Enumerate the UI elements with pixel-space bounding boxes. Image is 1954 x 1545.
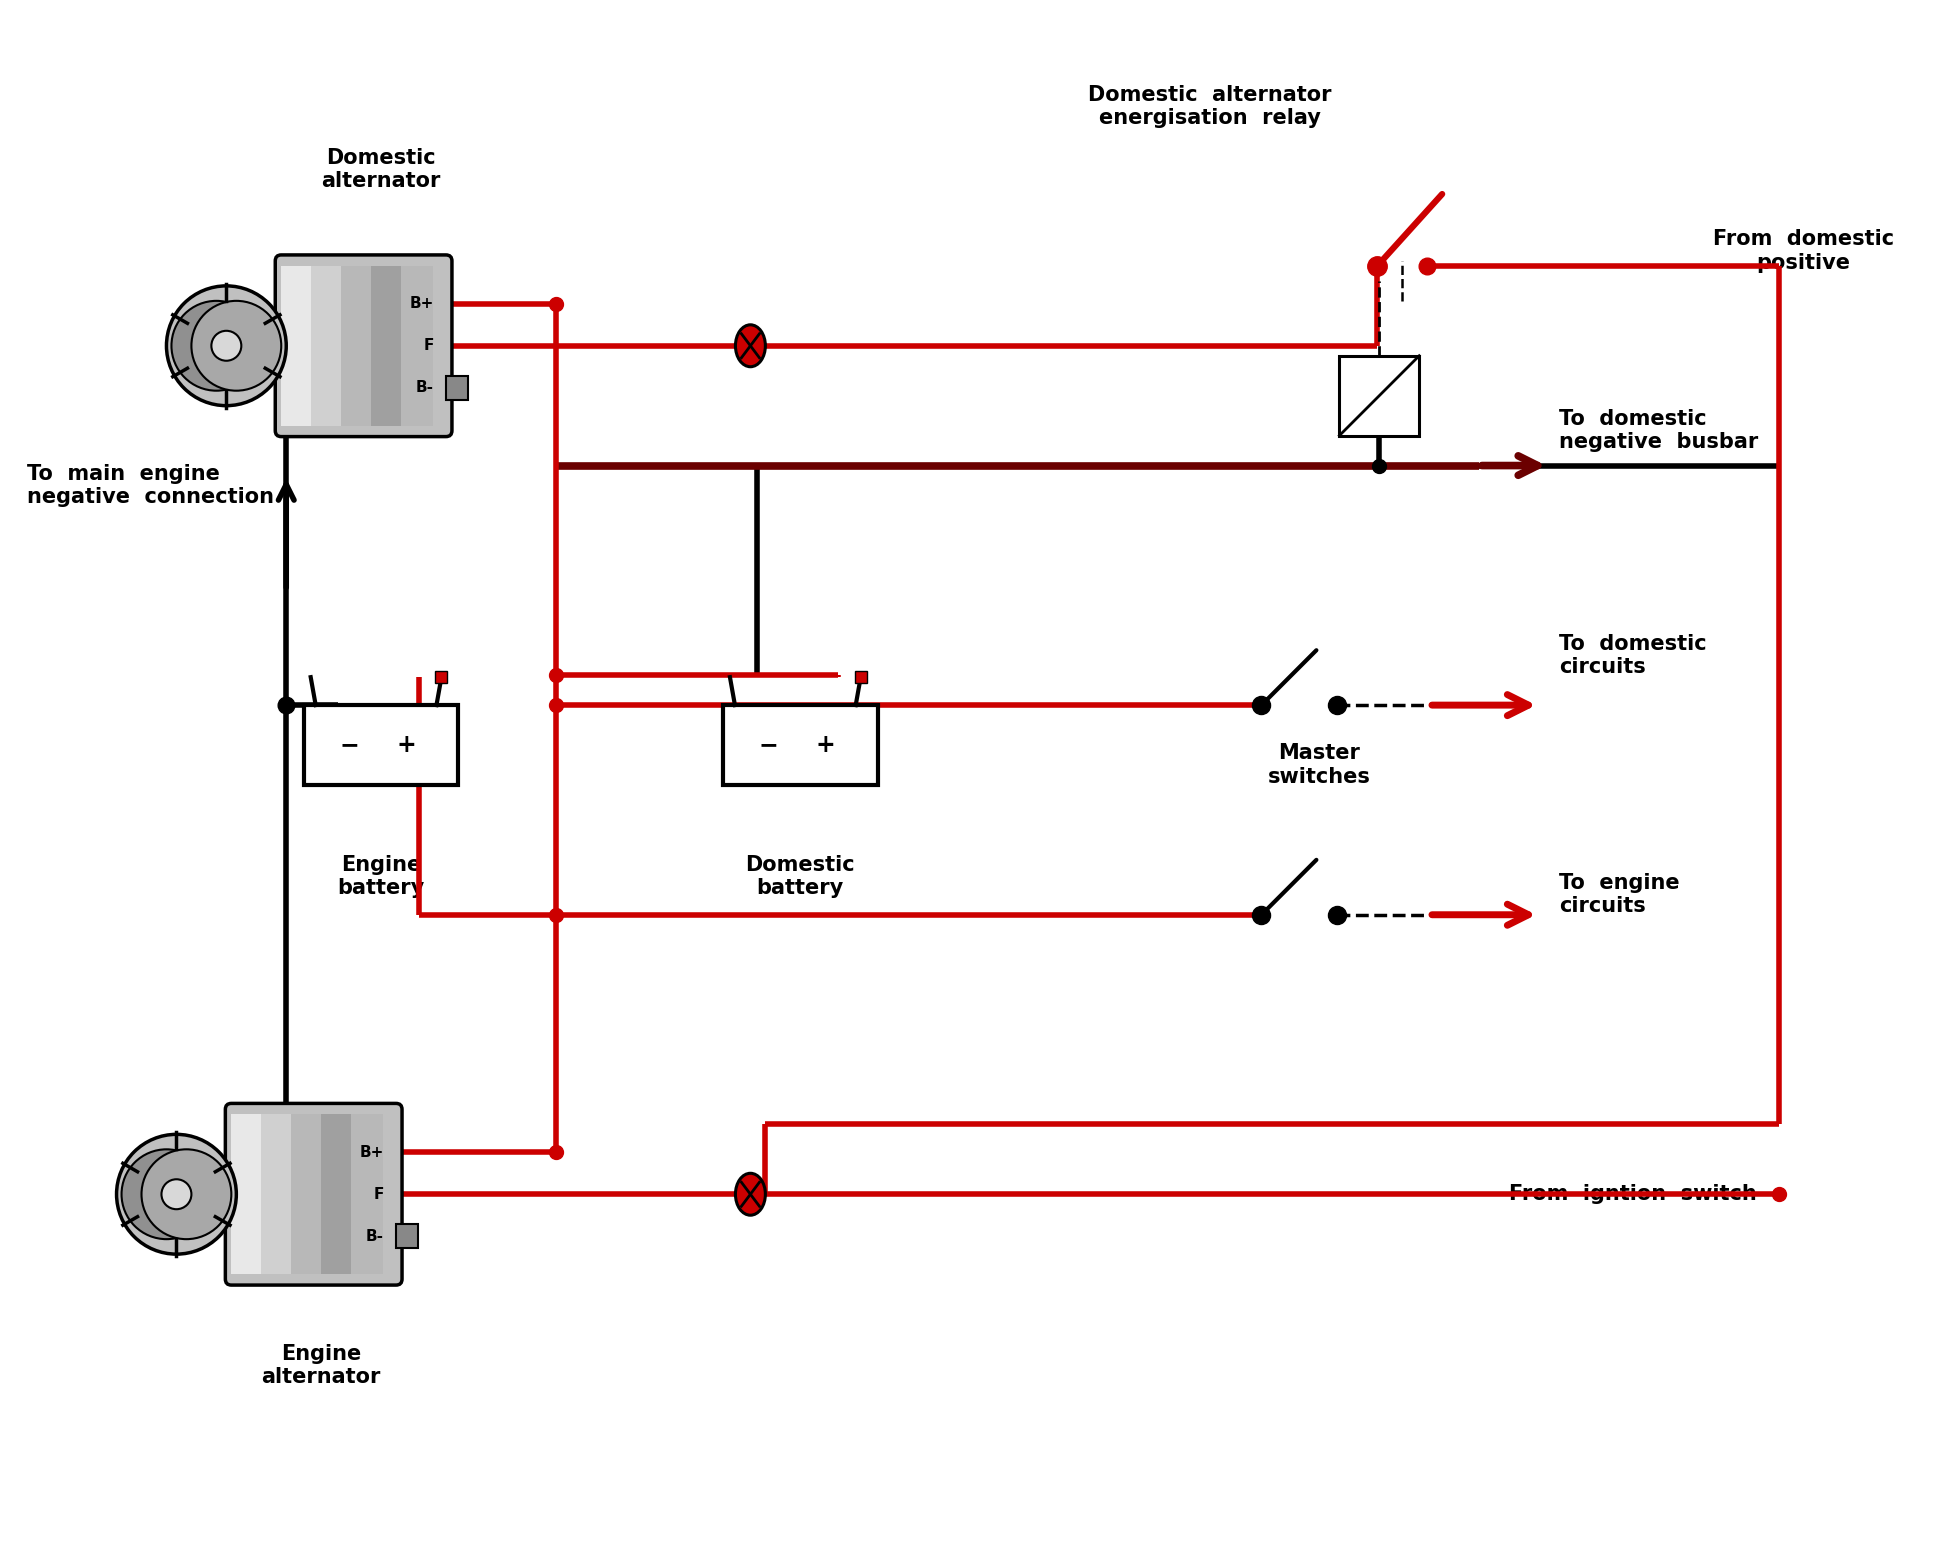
- Text: From  domestic
positive: From domestic positive: [1714, 229, 1893, 272]
- Bar: [320, 1114, 354, 1275]
- Text: B-: B-: [416, 380, 434, 396]
- Bar: [342, 266, 373, 425]
- Text: −: −: [758, 732, 778, 757]
- Ellipse shape: [735, 324, 766, 366]
- Circle shape: [172, 301, 262, 391]
- Bar: [291, 1114, 322, 1275]
- Circle shape: [191, 301, 281, 391]
- Bar: [723, 705, 877, 785]
- Text: +: +: [815, 732, 834, 757]
- Circle shape: [121, 1149, 211, 1239]
- Text: To  main  engine
negative  connection: To main engine negative connection: [27, 464, 274, 507]
- Bar: [231, 1114, 264, 1275]
- Text: Domestic
alternator: Domestic alternator: [320, 148, 442, 192]
- Circle shape: [162, 1179, 191, 1210]
- Bar: [303, 705, 459, 785]
- Bar: [397, 1224, 418, 1248]
- Circle shape: [211, 331, 242, 360]
- Bar: [1338, 355, 1419, 436]
- Text: To  domestic
circuits: To domestic circuits: [1559, 633, 1706, 677]
- Text: To  domestic
negative  busbar: To domestic negative busbar: [1559, 409, 1759, 453]
- Bar: [262, 1114, 293, 1275]
- FancyBboxPatch shape: [276, 255, 451, 437]
- Text: −: −: [340, 732, 360, 757]
- Text: From  igntion  switch: From igntion switch: [1508, 1183, 1757, 1204]
- Text: Domestic  alternator
energisation  relay: Domestic alternator energisation relay: [1088, 85, 1331, 128]
- FancyBboxPatch shape: [225, 1103, 403, 1285]
- Bar: [352, 1114, 383, 1275]
- Text: +: +: [397, 732, 416, 757]
- Ellipse shape: [735, 1173, 766, 1216]
- Bar: [446, 375, 467, 400]
- Bar: [401, 266, 434, 425]
- Circle shape: [141, 1149, 231, 1239]
- Text: Domestic
battery: Domestic battery: [746, 854, 856, 898]
- Bar: [371, 266, 403, 425]
- Text: To  engine
circuits: To engine circuits: [1559, 873, 1680, 916]
- Bar: [281, 266, 313, 425]
- Text: Master
switches: Master switches: [1268, 743, 1372, 786]
- Text: B+: B+: [410, 297, 434, 312]
- Text: F: F: [373, 1187, 385, 1202]
- Text: Engine
battery: Engine battery: [338, 854, 424, 898]
- Text: F: F: [424, 338, 434, 354]
- Circle shape: [117, 1134, 236, 1255]
- Bar: [311, 266, 344, 425]
- Circle shape: [166, 286, 285, 406]
- Text: B-: B-: [365, 1228, 385, 1244]
- Text: B+: B+: [360, 1145, 385, 1160]
- Text: Engine
alternator: Engine alternator: [262, 1344, 381, 1387]
